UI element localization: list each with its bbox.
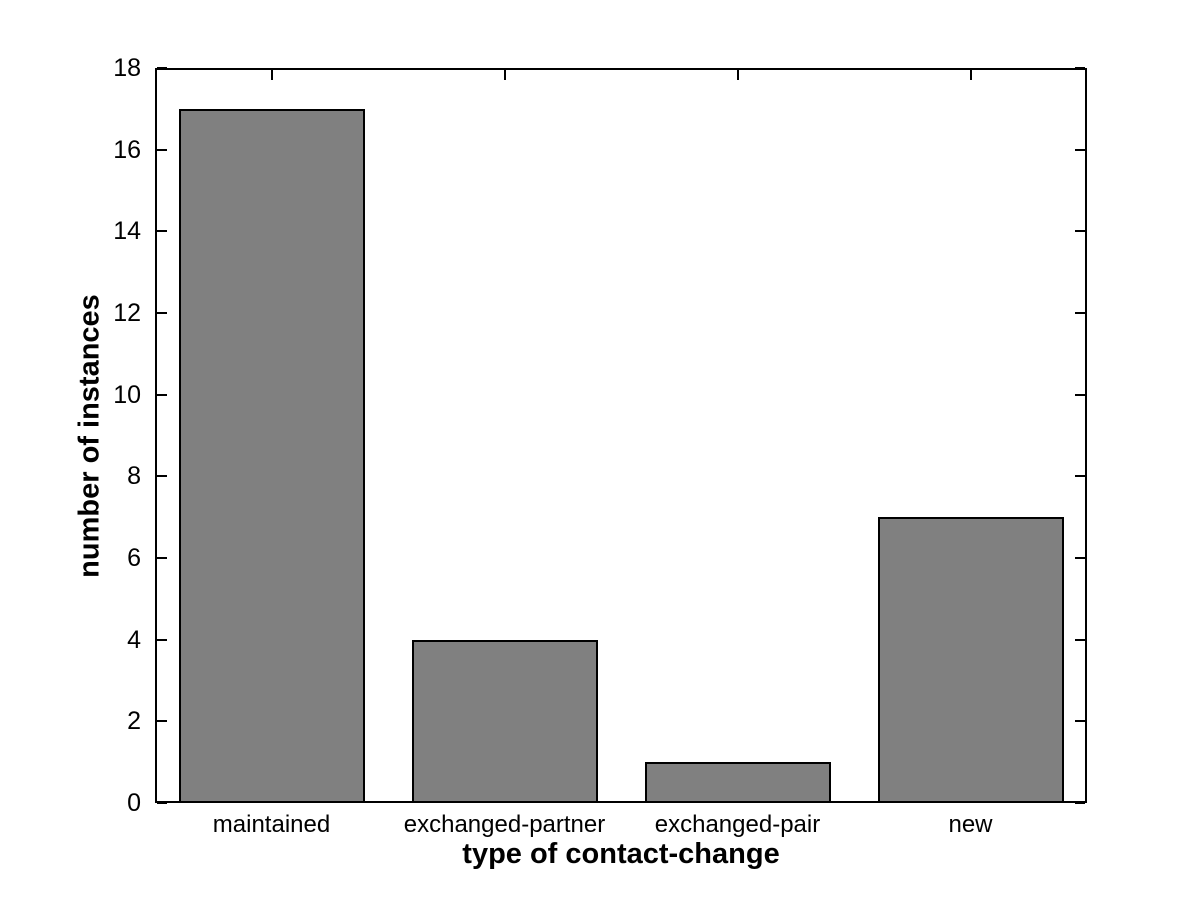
x-tick-top: [503, 70, 506, 80]
y-tick-label: 8: [127, 462, 141, 491]
y-tick-label: 18: [113, 54, 141, 82]
y-axis-label: number of instances: [73, 294, 106, 578]
x-tick-top: [969, 70, 972, 80]
y-tick-right: [1075, 720, 1085, 723]
y-tick-left: [157, 312, 167, 314]
y-tick-right: [1075, 638, 1085, 641]
y-tick-right: [1075, 557, 1085, 559]
x-tick-label: exchanged-pair: [654, 811, 821, 838]
y-tick-left: [157, 638, 167, 641]
y-tick-right: [1075, 393, 1085, 396]
y-tick-left: [157, 230, 167, 233]
x-tick-label: new: [948, 811, 993, 838]
x-tick-top: [736, 70, 739, 80]
y-tick-right: [1075, 67, 1085, 69]
y-tick-left: [157, 802, 167, 804]
y-tick-right: [1075, 312, 1085, 314]
y-tick-label: 14: [113, 217, 141, 246]
y-tick-right: [1075, 148, 1085, 151]
x-tick-label: maintained: [212, 811, 331, 838]
x-tick-label: exchanged-partner: [403, 811, 606, 838]
y-tick-left: [157, 67, 167, 69]
y-tick-left: [157, 475, 167, 478]
y-tick-left: [157, 720, 167, 723]
y-tick-label: 0: [127, 789, 141, 817]
y-tick-label: 10: [113, 380, 141, 409]
y-tick-label: 2: [127, 707, 141, 736]
x-tick-top: [270, 70, 273, 80]
bar-exchanged-pair: [644, 762, 831, 803]
bar-exchanged-partner: [411, 639, 598, 803]
x-axis-label: type of contact-change: [462, 838, 780, 870]
y-tick-right: [1075, 230, 1085, 233]
y-tick-label: 12: [113, 299, 141, 327]
y-tick-left: [157, 557, 167, 559]
y-tick-left: [157, 148, 167, 151]
bar-new: [877, 517, 1064, 803]
y-tick-right: [1075, 802, 1085, 804]
bar-maintained: [178, 108, 365, 803]
y-tick-label: 6: [127, 544, 141, 572]
y-tick-left: [157, 393, 167, 396]
y-tick-label: 16: [113, 135, 141, 164]
y-tick-right: [1075, 475, 1085, 478]
y-tick-label: 4: [127, 625, 141, 654]
